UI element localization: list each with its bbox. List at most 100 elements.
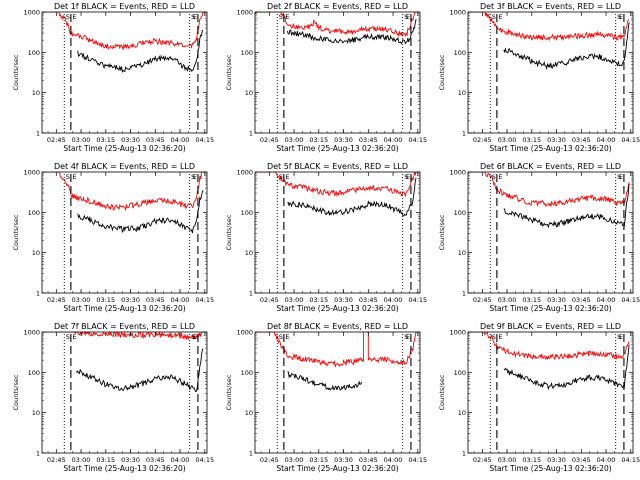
y-tick-label: 1000 [449, 9, 466, 17]
x-axis-label: Start Time (25-Aug-13 02:36:20) [276, 464, 398, 473]
x-tick-label: 03:00 [72, 296, 91, 304]
x-tick-label: 03:30 [547, 456, 566, 464]
series-line-events [77, 190, 204, 234]
x-axis-label: Start Time (25-Aug-13 02:36:20) [63, 464, 185, 473]
marker-label: S [492, 333, 496, 341]
x-axis-label: Start Time (25-Aug-13 02:36:20) [489, 464, 611, 473]
y-tick-label: 1000 [449, 329, 466, 337]
x-tick-label: 03:45 [572, 136, 591, 144]
y-tick-label: 1 [462, 450, 466, 458]
x-tick-label: 02:45 [473, 456, 492, 464]
x-tick-label: 02:45 [260, 456, 279, 464]
y-axis-label: Counts/sec [225, 54, 233, 90]
marker-label: S [66, 13, 70, 21]
series-line-lld [42, 12, 204, 51]
series-line-lld [468, 332, 630, 361]
y-tick-label: 10 [458, 89, 466, 97]
x-tick-label: 03:30 [334, 136, 353, 144]
x-tick-label: 03:00 [285, 456, 304, 464]
x-tick-label: 03:45 [146, 136, 165, 144]
chart-title: Det 3f BLACK = Events, RED = LLD [480, 2, 621, 11]
y-tick-label: 1 [249, 130, 253, 138]
marker-label: S [492, 173, 496, 181]
y-tick-label: 1 [462, 290, 466, 298]
chart-title: Det 2f BLACK = Events, RED = LLD [267, 2, 408, 11]
x-tick-label: 02:45 [47, 296, 66, 304]
x-tick-label: 03:30 [334, 296, 353, 304]
chart-title: Det 4f BLACK = Events, RED = LLD [54, 162, 195, 171]
plot-frame [41, 171, 208, 294]
marker-label: E [619, 13, 623, 21]
x-axis-label: Start Time (25-Aug-13 02:36:20) [489, 144, 611, 153]
x-tick-label: 03:00 [285, 296, 304, 304]
marker-label: S [191, 173, 195, 181]
x-tick-label: 03:30 [121, 296, 140, 304]
x-tick-label: 03:15 [96, 136, 115, 144]
marker-label: E [498, 173, 502, 181]
x-tick-label: 04:00 [171, 456, 190, 464]
x-tick-label: 03:45 [359, 296, 378, 304]
x-tick-label: 04:00 [597, 296, 616, 304]
plot-frame [467, 331, 634, 454]
x-tick-label: 03:30 [547, 136, 566, 144]
x-tick-label: 03:15 [522, 296, 541, 304]
plot-frame [467, 171, 634, 294]
marker-label: S [279, 13, 283, 21]
marker-label: E [193, 333, 197, 341]
y-axis-label: Counts/sec [438, 374, 446, 410]
y-tick-label: 1000 [23, 169, 40, 177]
x-tick-label: 03:00 [498, 136, 517, 144]
y-axis-label: Counts/sec [12, 54, 20, 90]
x-axis-label: Start Time (25-Aug-13 02:36:20) [276, 144, 398, 153]
x-tick-label: 04:15 [195, 136, 214, 144]
x-tick-label: 03:45 [146, 456, 165, 464]
series-line-lld [468, 12, 630, 42]
series-line-events [503, 183, 630, 229]
y-tick-label: 100 [28, 49, 40, 57]
chart-title: Det 1f BLACK = Events, RED = LLD [54, 2, 195, 11]
marker-label: S [191, 333, 195, 341]
marker-label: S [617, 173, 621, 181]
chart-title: Det 8f BLACK = Events, RED = LLD [267, 322, 408, 331]
x-axis-label: Start Time (25-Aug-13 02:36:20) [276, 304, 398, 313]
x-tick-label: 03:15 [96, 456, 115, 464]
x-tick-label: 03:15 [309, 296, 328, 304]
marker-label: E [498, 333, 502, 341]
y-tick-label: 100 [241, 209, 253, 217]
y-axis-label: Counts/sec [12, 214, 20, 250]
x-tick-label: 02:45 [47, 136, 66, 144]
y-tick-label: 1 [36, 290, 40, 298]
y-tick-label: 10 [458, 409, 466, 417]
plot-frame [254, 171, 421, 294]
y-axis-label: Counts/sec [438, 214, 446, 250]
y-tick-label: 1000 [449, 169, 466, 177]
y-tick-label: 10 [245, 249, 253, 257]
y-tick-label: 1000 [23, 329, 40, 337]
series-line-events [287, 371, 363, 391]
x-tick-label: 03:30 [121, 136, 140, 144]
y-tick-label: 1000 [236, 169, 253, 177]
marker-label: E [406, 13, 410, 21]
x-tick-label: 04:15 [195, 456, 214, 464]
chart-title: Det 6f BLACK = Events, RED = LLD [480, 162, 621, 171]
plot-frame [41, 11, 208, 134]
x-tick-label: 03:45 [146, 296, 165, 304]
x-tick-label: 04:00 [597, 456, 616, 464]
y-tick-label: 1 [249, 290, 253, 298]
y-tick-label: 100 [454, 369, 466, 377]
y-tick-label: 10 [32, 89, 40, 97]
plot-frame [41, 331, 208, 454]
x-tick-label: 04:15 [621, 296, 640, 304]
series-line-lld [42, 332, 204, 341]
y-tick-label: 100 [28, 209, 40, 217]
marker-label: E [619, 173, 623, 181]
series-line-lld [42, 172, 204, 212]
y-tick-label: 10 [32, 409, 40, 417]
y-tick-label: 10 [245, 409, 253, 417]
